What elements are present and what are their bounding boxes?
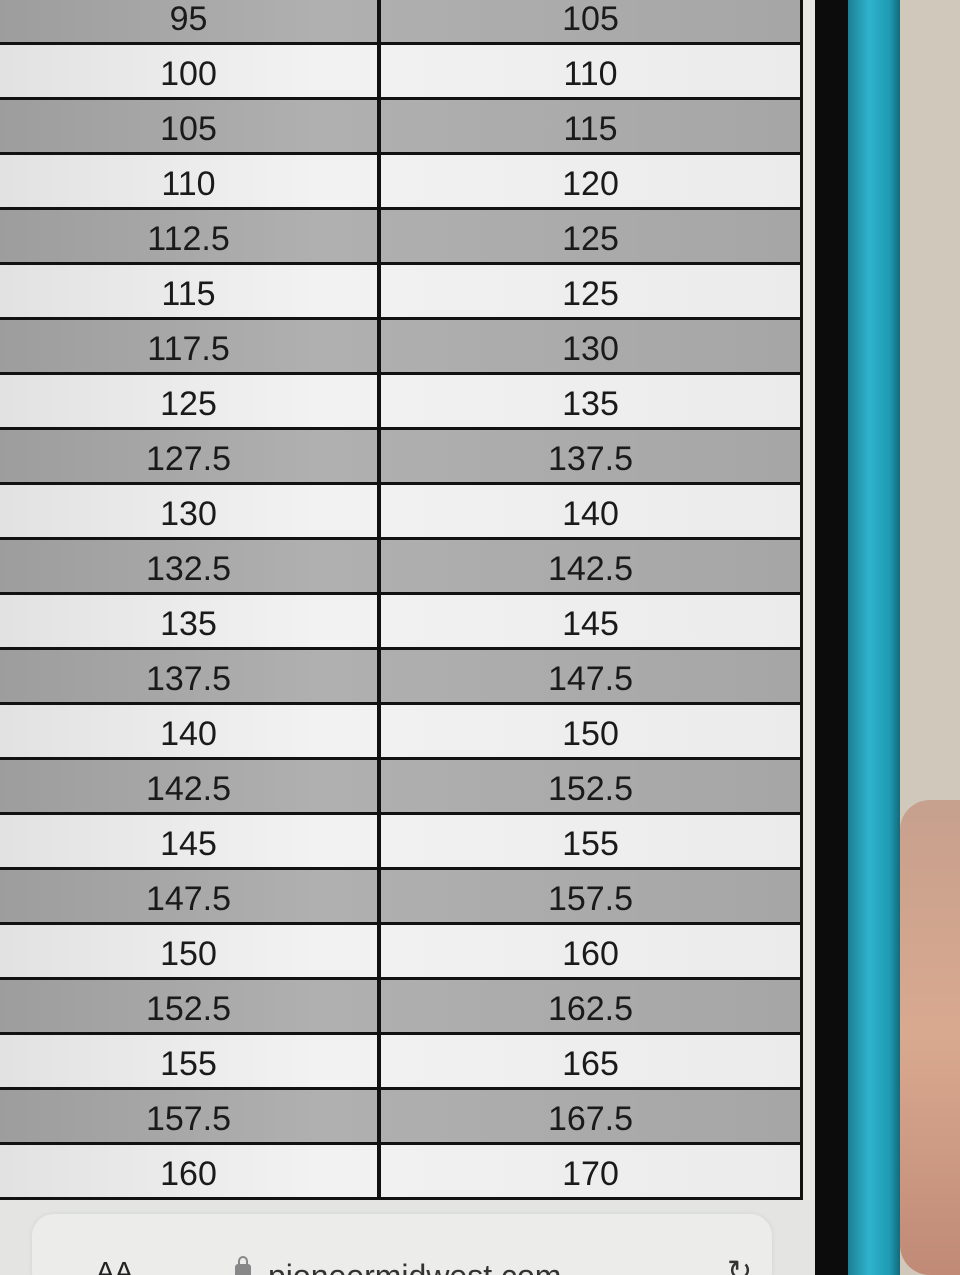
table-cell-right: 162.5 — [547, 989, 634, 1028]
table-row: 142.5 152.5 — [0, 760, 800, 815]
table-cell-right: 142.5 — [547, 549, 634, 588]
table-row: 140 150 — [0, 705, 800, 760]
table-row: 145 155 — [0, 815, 800, 870]
table-cell-left: 137.5 — [0, 650, 381, 702]
browser-toolbar: AA pioneermidwest.com ↻ — [0, 1200, 815, 1275]
table-cell-left: 125 — [0, 375, 381, 427]
phone-bezel — [815, 0, 853, 1275]
table-cell-left: 135 — [0, 595, 381, 647]
table-cell-right: 160 — [562, 934, 619, 973]
table-row: 152.5 162.5 — [0, 980, 800, 1035]
table-cell-left: 105 — [0, 100, 381, 152]
lock-icon — [235, 1256, 251, 1275]
table-row: 105 115 — [0, 100, 800, 155]
table-row: 127.5 137.5 — [0, 430, 800, 485]
table-cell-left: 117.5 — [0, 320, 381, 372]
table-cell-right: 157.5 — [547, 879, 634, 918]
url-text[interactable]: pioneermidwest.com — [268, 1258, 561, 1275]
table-cell-right: 147.5 — [547, 659, 634, 698]
table-cell-left: 150 — [0, 925, 381, 977]
table-row: 100 110 — [0, 45, 800, 100]
table-cell-right: 140 — [562, 494, 619, 533]
table-row: 132.5 142.5 — [0, 540, 800, 595]
table-cell-left: 157.5 — [0, 1090, 381, 1142]
table-cell-left: 142.5 — [0, 760, 381, 812]
table-row: 147.5 157.5 — [0, 870, 800, 925]
table-cell-left: 115 — [0, 265, 381, 317]
table-row: 125 135 — [0, 375, 800, 430]
table-row: 157.5 167.5 — [0, 1090, 800, 1145]
table-cell-left: 160 — [0, 1145, 381, 1197]
table-cell-left: 127.5 — [0, 430, 381, 482]
table-cell-right: 170 — [562, 1154, 619, 1193]
address-bar[interactable]: AA pioneermidwest.com ↻ — [32, 1214, 772, 1275]
table-cell-left: 112.5 — [0, 210, 381, 262]
table-cell-right: 150 — [562, 714, 619, 753]
table-cell-right: 125 — [562, 219, 619, 258]
table-cell-right: 155 — [562, 824, 619, 863]
table-row: 110 120 — [0, 155, 800, 210]
table-cell-left: 100 — [0, 45, 381, 97]
table-cell-right: 130 — [562, 329, 619, 368]
table-row: 137.5 147.5 — [0, 650, 800, 705]
table-cell-left: 147.5 — [0, 870, 381, 922]
table-cell-left: 152.5 — [0, 980, 381, 1032]
table-cell-left: 110 — [0, 155, 381, 207]
table-cell-left: 140 — [0, 705, 381, 757]
table-cell-right: 105 — [562, 0, 619, 38]
table-row: 135 145 — [0, 595, 800, 650]
table-cell-right: 137.5 — [547, 439, 634, 478]
table-row: 150 160 — [0, 925, 800, 980]
table-cell-right: 167.5 — [547, 1099, 634, 1138]
table-cell-left: 132.5 — [0, 540, 381, 592]
reload-icon[interactable]: ↻ — [727, 1255, 753, 1275]
phone-screen: 95 105 100 110 105 115 110 120 112.5 125 115 125 117… — [0, 0, 815, 1275]
weight-table: 95 105 100 110 105 115 110 120 112.5 125 115 125 117… — [0, 0, 803, 1200]
table-cell-right: 125 — [562, 274, 619, 313]
table-cell-right: 120 — [562, 164, 619, 203]
table-row: 155 165 — [0, 1035, 800, 1090]
table-cell-right: 135 — [562, 384, 619, 423]
table-row: 112.5 125 — [0, 210, 800, 265]
finger — [900, 800, 960, 1275]
table-cell-right: 110 — [563, 54, 618, 93]
table-row: 117.5 130 — [0, 320, 800, 375]
table-cell-left: 145 — [0, 815, 381, 867]
table-cell-left: 130 — [0, 485, 381, 537]
text-size-button[interactable]: AA — [96, 1256, 134, 1275]
table-row: 115 125 — [0, 265, 800, 320]
table-row: 160 170 — [0, 1145, 800, 1200]
table-cell-left: 95 — [0, 0, 381, 42]
table-row: 95 105 — [0, 0, 800, 45]
table-cell-right: 152.5 — [547, 769, 634, 808]
table-cell-right: 115 — [563, 109, 618, 148]
phone-case — [848, 0, 900, 1275]
table-cell-left: 155 — [0, 1035, 381, 1087]
table-cell-right: 165 — [562, 1044, 619, 1083]
table-cell-right: 145 — [562, 604, 619, 643]
table-row: 130 140 — [0, 485, 800, 540]
